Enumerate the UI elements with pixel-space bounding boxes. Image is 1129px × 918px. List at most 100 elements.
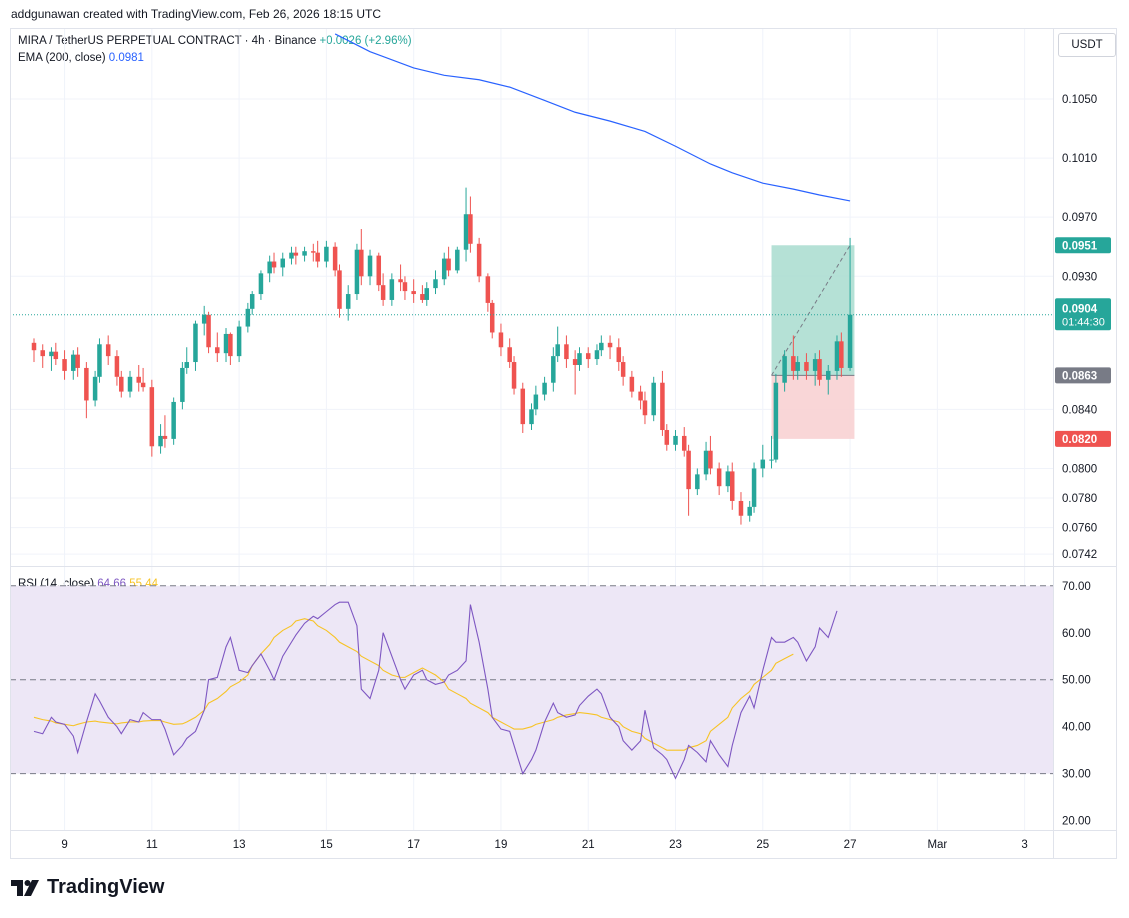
candle-body xyxy=(97,344,102,377)
ema-value: 0.0981 xyxy=(108,52,144,64)
rsi-ma-line xyxy=(33,618,794,751)
price-tick: 0.0780 xyxy=(1062,493,1097,505)
candle-body xyxy=(271,261,277,268)
candle-body xyxy=(171,401,176,439)
candle-body xyxy=(433,279,438,289)
price-badge-bg xyxy=(1055,367,1111,384)
candle-body xyxy=(289,252,294,259)
candle-body xyxy=(747,506,752,516)
candle-body xyxy=(389,279,395,300)
candle-body xyxy=(585,353,591,360)
candle-body xyxy=(725,471,731,487)
tradingview-logo[interactable]: TradingView xyxy=(11,876,164,899)
candle-body xyxy=(180,367,185,402)
candle-body xyxy=(551,356,556,383)
candle-body xyxy=(620,362,626,377)
candle-body xyxy=(354,249,360,295)
candle-body xyxy=(817,359,822,380)
candle-body xyxy=(62,359,67,371)
candle-body xyxy=(201,314,207,324)
candle-body xyxy=(345,294,351,309)
currency-button[interactable]: USDT xyxy=(1058,33,1116,57)
candle-body xyxy=(215,347,220,354)
time-label: 21 xyxy=(582,839,595,851)
rsi-tick: 30.00 xyxy=(1062,769,1091,781)
indicator-lines xyxy=(10,33,1053,780)
candle-body xyxy=(638,391,643,401)
rsi-axis[interactable]: 70.00 60.00 50.00 40.00 30.00 20.00 xyxy=(1062,581,1091,828)
price-tick: 0.0760 xyxy=(1062,523,1097,535)
price-tick: 0.0930 xyxy=(1062,271,1097,283)
projection-line xyxy=(771,245,851,376)
candle-body xyxy=(716,468,722,487)
candle-body xyxy=(236,326,242,357)
candle-body xyxy=(708,450,713,469)
price-axis[interactable]: 0.1050 0.1010 0.0970 0.0930 0.0840 0.0800 0.07… xyxy=(1062,94,1097,561)
candle-body xyxy=(184,362,189,368)
candle-body xyxy=(92,376,98,401)
candle-body xyxy=(249,294,255,309)
tradingview-logo-icon xyxy=(11,879,39,896)
candle-body xyxy=(411,291,416,295)
candle-body xyxy=(795,362,800,371)
candle-body xyxy=(206,314,211,348)
candle-body xyxy=(337,270,342,309)
candle-body xyxy=(315,252,320,262)
candle-body xyxy=(695,474,700,490)
time-label: 13 xyxy=(233,839,246,851)
candle-body xyxy=(376,255,382,286)
candle-body xyxy=(476,243,482,277)
time-label: 9 xyxy=(61,839,67,851)
candle-body xyxy=(651,382,656,416)
candle-body xyxy=(223,333,229,354)
candle-body xyxy=(140,382,146,388)
chart-frame xyxy=(10,28,1117,859)
rsi-line xyxy=(33,601,838,780)
ema-legend: EMA (200, close) 0.0981 xyxy=(18,52,144,64)
time-label: 19 xyxy=(495,839,508,851)
candle-body xyxy=(629,376,635,392)
candle-body xyxy=(847,314,853,368)
candle-body xyxy=(804,362,809,371)
candle-body xyxy=(398,279,403,283)
price-tick: 0.1010 xyxy=(1062,153,1097,165)
candle-body xyxy=(84,367,89,401)
candle-body xyxy=(791,356,796,371)
time-label: 15 xyxy=(320,839,333,851)
candle-body xyxy=(607,342,613,348)
candle-body xyxy=(258,273,264,295)
creator-text: addgunawan created with TradingView.com,… xyxy=(11,7,382,21)
candle-body xyxy=(193,323,198,363)
candles xyxy=(31,187,853,525)
candle-body xyxy=(703,450,709,475)
candle-body xyxy=(751,468,757,507)
price-tick: 0.0840 xyxy=(1062,404,1097,416)
candle-body xyxy=(441,258,447,280)
time-label: 3 xyxy=(1021,839,1027,851)
candle-body xyxy=(529,409,534,425)
candle-body xyxy=(681,435,687,451)
candle-body xyxy=(420,294,425,300)
rsi-band xyxy=(10,585,1053,775)
candle-body xyxy=(71,354,76,371)
candle-body xyxy=(293,252,299,256)
candle-body xyxy=(119,376,124,392)
time-label: 17 xyxy=(407,839,420,851)
rsi-tick: 50.00 xyxy=(1062,675,1091,687)
candle-body xyxy=(267,261,272,274)
time-axis[interactable]: 9 11 13 15 17 19 21 23 25 27 Mar 3 xyxy=(61,839,1027,851)
ema-label[interactable]: EMA (200, close) xyxy=(18,52,106,64)
symbol-title[interactable]: MIRA / TetherUS PERPETUAL CONTRACT · 4h … xyxy=(18,35,317,47)
candle-body xyxy=(302,251,307,256)
candle-body xyxy=(511,362,517,389)
stop-zone xyxy=(771,375,855,439)
candle-body xyxy=(455,249,460,271)
ema-line xyxy=(334,33,851,202)
candle-body xyxy=(572,359,578,365)
time-label: 23 xyxy=(669,839,682,851)
candle-body xyxy=(542,382,547,395)
countdown-text: 01:44:30 xyxy=(1062,316,1105,328)
candle-body xyxy=(760,459,766,469)
